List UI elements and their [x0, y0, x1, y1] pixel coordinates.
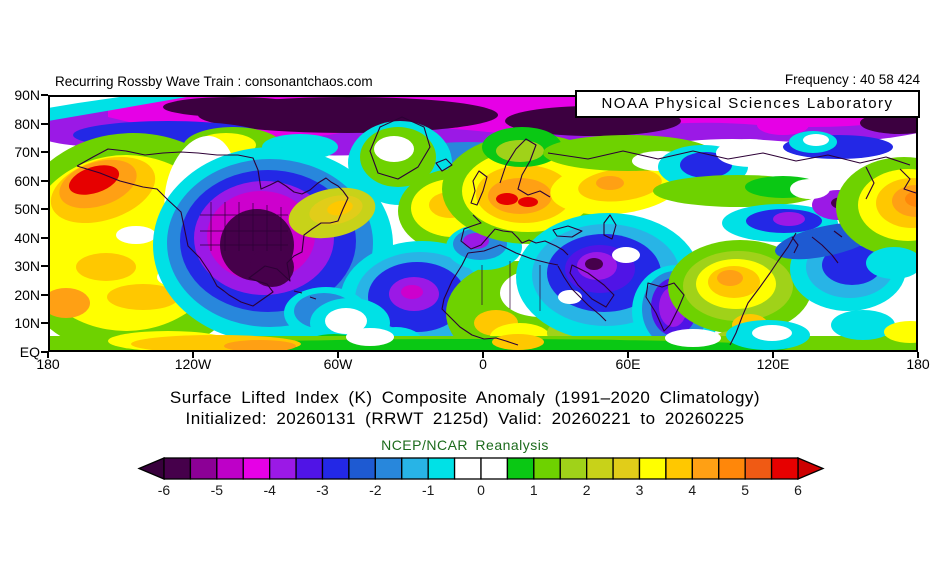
- y-tick-mark: [41, 236, 48, 239]
- x-tick-mark: [917, 352, 919, 358]
- y-tick-label: EQ: [19, 344, 40, 360]
- colorbar-segment: [533, 457, 561, 480]
- colorbar-tick-label: -5: [211, 482, 224, 498]
- colorbar-segment: [744, 457, 773, 480]
- noaa-psl-banner: NOAA Physical Sciences Laboratory: [575, 90, 920, 118]
- colorbar-segment: [453, 457, 482, 480]
- colorbar-tick-label: -1: [422, 482, 435, 498]
- x-tick-mark: [482, 352, 484, 358]
- plot-subtitle: Initialized: 20260131 (RRWT 2125d) Valid…: [185, 409, 745, 428]
- colorbar-tick-label: 5: [741, 482, 749, 498]
- x-tick-label: 120W: [174, 356, 212, 372]
- colorbar-tick-label: -6: [158, 482, 171, 498]
- colorbar-segment: [638, 457, 667, 480]
- colorbar-segment: [401, 457, 429, 480]
- y-tick-label: 50N: [14, 201, 40, 218]
- plot-title: Surface Lifted Index (K) Composite Anoma…: [169, 388, 761, 407]
- colorbar-segment: [612, 457, 641, 480]
- x-tick-label: 120E: [756, 356, 790, 372]
- y-tick-label: 10N: [14, 315, 40, 332]
- x-tick-label: 60W: [323, 356, 353, 372]
- colorbar-segment: [242, 457, 271, 480]
- x-tick-label: 0: [479, 356, 487, 372]
- colorbar-segment: [163, 457, 192, 480]
- y-tick-mark: [41, 151, 48, 154]
- y-tick-mark: [41, 208, 48, 211]
- y-tick-mark: [41, 265, 48, 268]
- colorbar-segment: [718, 457, 746, 480]
- x-tick-label: 180: [36, 356, 60, 372]
- colorbar-tick-label: 6: [794, 482, 802, 498]
- colorbar-tick-label: 4: [688, 482, 696, 498]
- colorbar-source-label: NCEP/NCAR Reanalysis: [381, 437, 549, 453]
- colorbar-segment: [691, 457, 720, 480]
- us-state-borders: [200, 202, 288, 251]
- colorbar-segment: [295, 457, 324, 480]
- colorbar-segment: [427, 457, 456, 480]
- colorbar-segment: [559, 457, 588, 480]
- colorbar-segment: [189, 457, 218, 480]
- y-tick-label: 40N: [14, 229, 40, 246]
- colorbar-tick-label: 2: [583, 482, 591, 498]
- map-frame: [48, 95, 918, 352]
- y-tick-label: 20N: [14, 286, 40, 303]
- colorbar-right-arrow: [797, 457, 825, 480]
- x-tick-mark: [772, 352, 774, 358]
- colorbar-tick-label: -3: [316, 482, 329, 498]
- colorbar-tick-label: -2: [369, 482, 382, 498]
- y-tick-mark: [41, 94, 48, 96]
- x-tick-mark: [337, 352, 339, 358]
- colorbar-segment: [348, 457, 376, 480]
- colorbar-tick-label: 3: [636, 482, 644, 498]
- x-tick-label: 60E: [615, 356, 641, 372]
- y-tick-mark: [41, 293, 48, 296]
- colorbar-tick-label: 1: [530, 482, 538, 498]
- y-tick-mark: [41, 122, 48, 125]
- y-tick-label: 30N: [14, 258, 40, 275]
- x-tick-label: 180: [906, 356, 930, 372]
- anomaly-map-svg: [48, 95, 918, 352]
- anomaly-fill-blobs: [48, 95, 918, 352]
- colorbar-svg: -6 -5 -4 -3 -2 -1 0 1 2 3 4 5 6: [137, 457, 825, 498]
- x-tick-mark: [47, 352, 49, 358]
- colorbar-left-arrow: [137, 457, 165, 480]
- y-tick-mark: [41, 179, 48, 182]
- colorbar-segment: [374, 457, 403, 480]
- colorbar-tick-label: 0: [477, 482, 485, 498]
- y-tick-label: 90N: [14, 87, 40, 103]
- colorbar-segment: [770, 457, 799, 480]
- x-tick-mark: [192, 352, 194, 358]
- colorbar-segment: [586, 457, 614, 480]
- coastlines: [76, 116, 917, 346]
- colorbar-segment: [480, 457, 509, 480]
- colorbar: -6 -5 -4 -3 -2 -1 0 1 2 3 4 5 6: [130, 447, 830, 503]
- y-tick-label: 70N: [14, 144, 40, 161]
- page-caption: Recurring Rossby Wave Train : consonantc…: [55, 74, 373, 89]
- x-tick-mark: [627, 352, 629, 358]
- colorbar-segment: [216, 457, 244, 480]
- colorbar-segment: [321, 457, 350, 480]
- y-tick-mark: [41, 322, 48, 325]
- anomaly-map-canvas: [48, 95, 918, 352]
- frequency-label: Frequency : 40 58 424: [784, 72, 920, 87]
- colorbar-segment: [269, 457, 297, 480]
- colorbar-tick-label: -4: [263, 482, 276, 498]
- y-tick-label: 80N: [14, 115, 40, 132]
- y-tick-label: 60N: [14, 172, 40, 189]
- colorbar-segment: [506, 457, 535, 480]
- colorbar-segment: [665, 457, 693, 480]
- y-tick-mark: [41, 351, 48, 353]
